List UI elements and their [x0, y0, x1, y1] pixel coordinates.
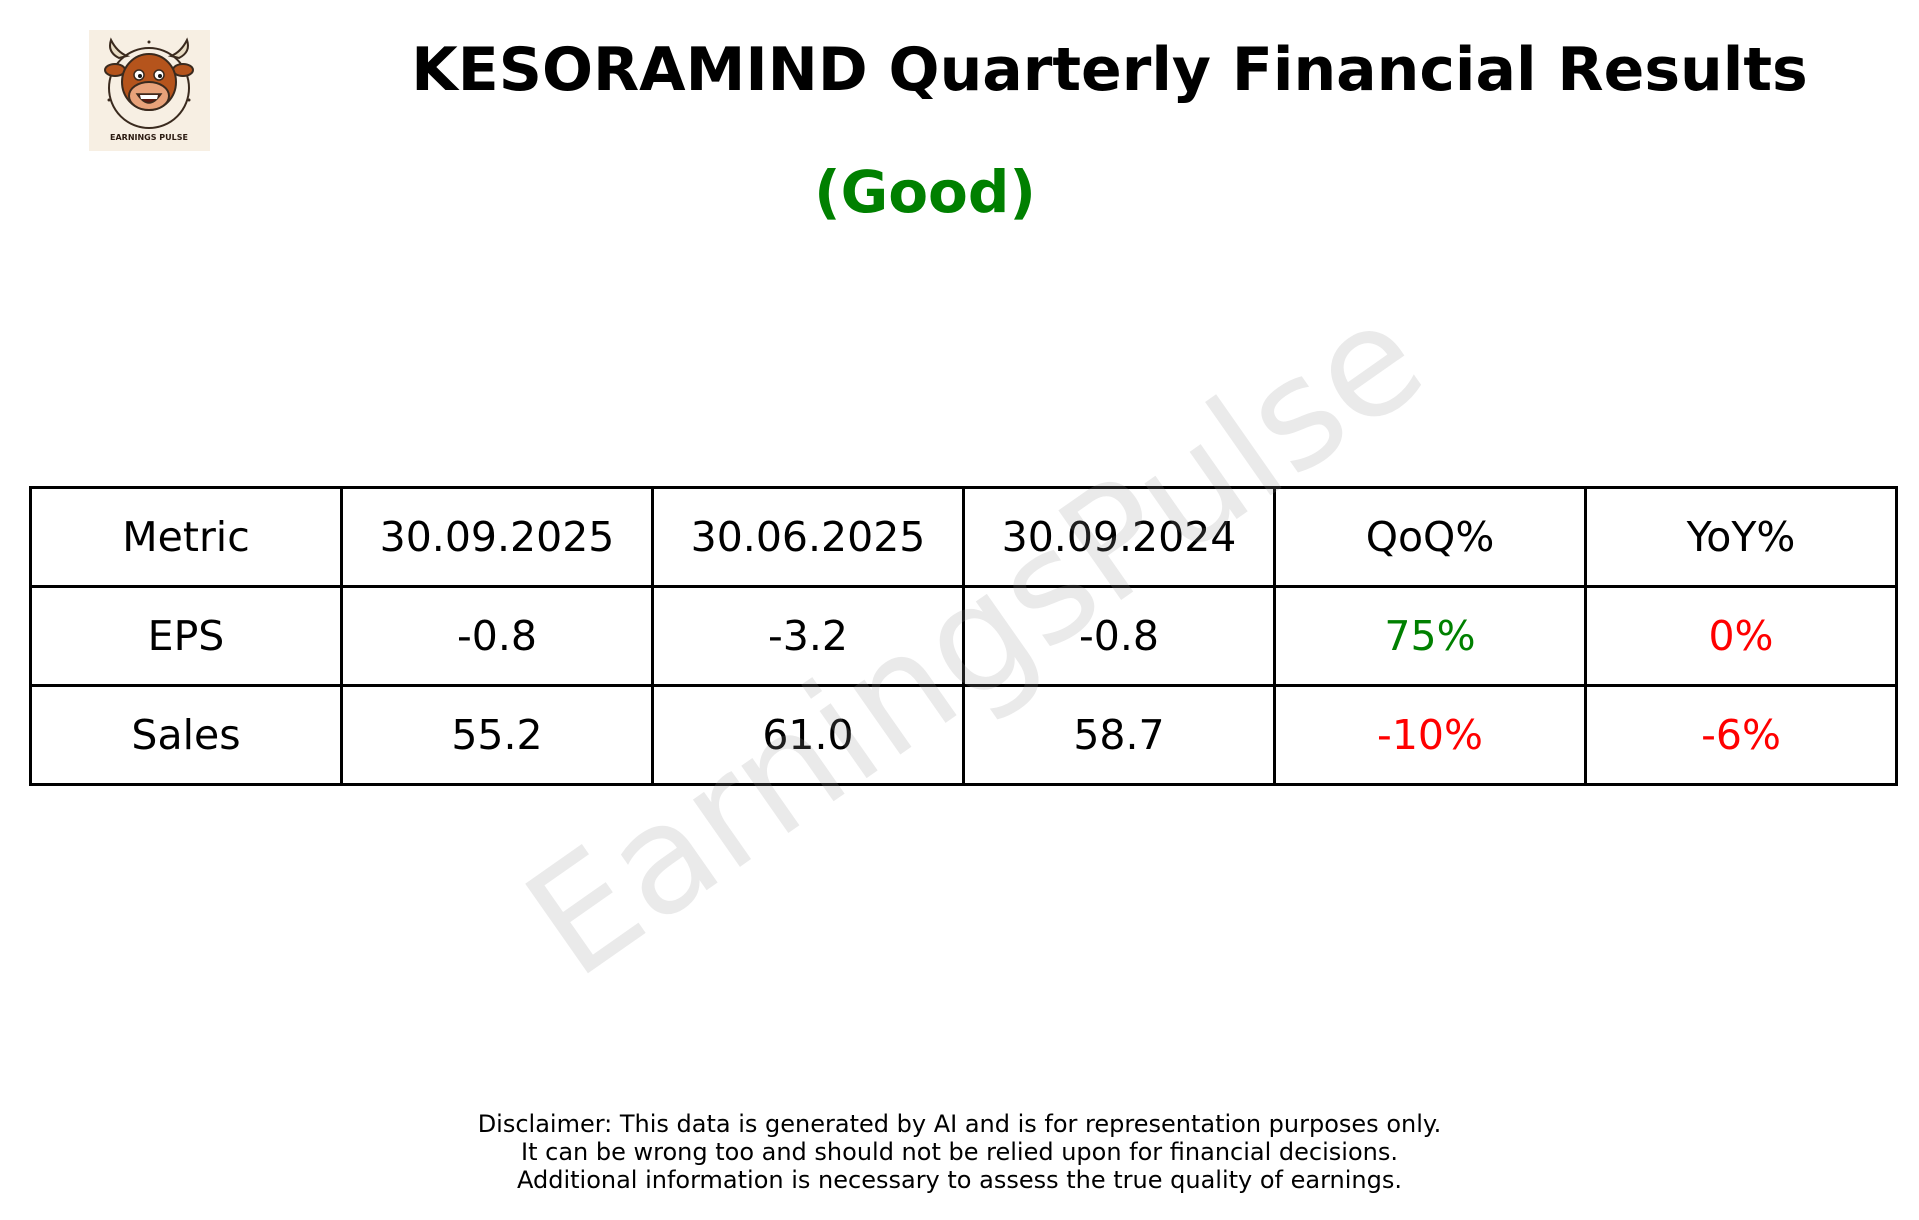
- eps-value-1: -0.8: [340, 585, 654, 687]
- eps-qoq: 75%: [1273, 585, 1587, 687]
- disclaimer: Disclaimer: This data is generated by AI…: [0, 1110, 1919, 1194]
- eps-value-2: -3.2: [651, 585, 965, 687]
- table-row-eps: EPS -0.8 -3.2 -0.8 75% 0%: [29, 585, 1898, 687]
- bull-mascot-icon: EARNINGS PULSE: [104, 37, 194, 142]
- sales-metric: Sales: [29, 684, 343, 786]
- logo-text: EARNINGS PULSE: [110, 133, 188, 142]
- header-period-1: 30.09.2025: [340, 486, 654, 588]
- eps-value-3: -0.8: [962, 585, 1276, 687]
- header-period-3: 30.09.2024: [962, 486, 1276, 588]
- header-yoy: YoY%: [1584, 486, 1898, 588]
- header-period-2: 30.06.2025: [651, 486, 965, 588]
- page-title: KESORAMIND Quarterly Financial Results: [411, 35, 1808, 105]
- sales-value-3: 58.7: [962, 684, 1276, 786]
- table-row-sales: Sales 55.2 61.0 58.7 -10% -6%: [29, 684, 1898, 786]
- eps-metric: EPS: [29, 585, 343, 687]
- disclaimer-line-1: Disclaimer: This data is generated by AI…: [477, 1110, 1442, 1138]
- sales-value-2: 61.0: [651, 684, 965, 786]
- rating-label: (Good): [814, 158, 1036, 226]
- sales-qoq: -10%: [1273, 684, 1587, 786]
- header-metric: Metric: [29, 486, 343, 588]
- disclaimer-line-2: It can be wrong too and should not be re…: [521, 1138, 1398, 1166]
- earnings-pulse-logo: EARNINGS PULSE: [89, 30, 210, 151]
- sales-yoy: -6%: [1584, 684, 1898, 786]
- header-qoq: QoQ%: [1273, 486, 1587, 588]
- results-table: Metric 30.09.2025 30.06.2025 30.09.2024 …: [29, 486, 1898, 786]
- sales-value-1: 55.2: [340, 684, 654, 786]
- disclaimer-line-3: Additional information is necessary to a…: [516, 1166, 1402, 1194]
- table-header-row: Metric 30.09.2025 30.06.2025 30.09.2024 …: [29, 486, 1898, 588]
- eps-yoy: 0%: [1584, 585, 1898, 687]
